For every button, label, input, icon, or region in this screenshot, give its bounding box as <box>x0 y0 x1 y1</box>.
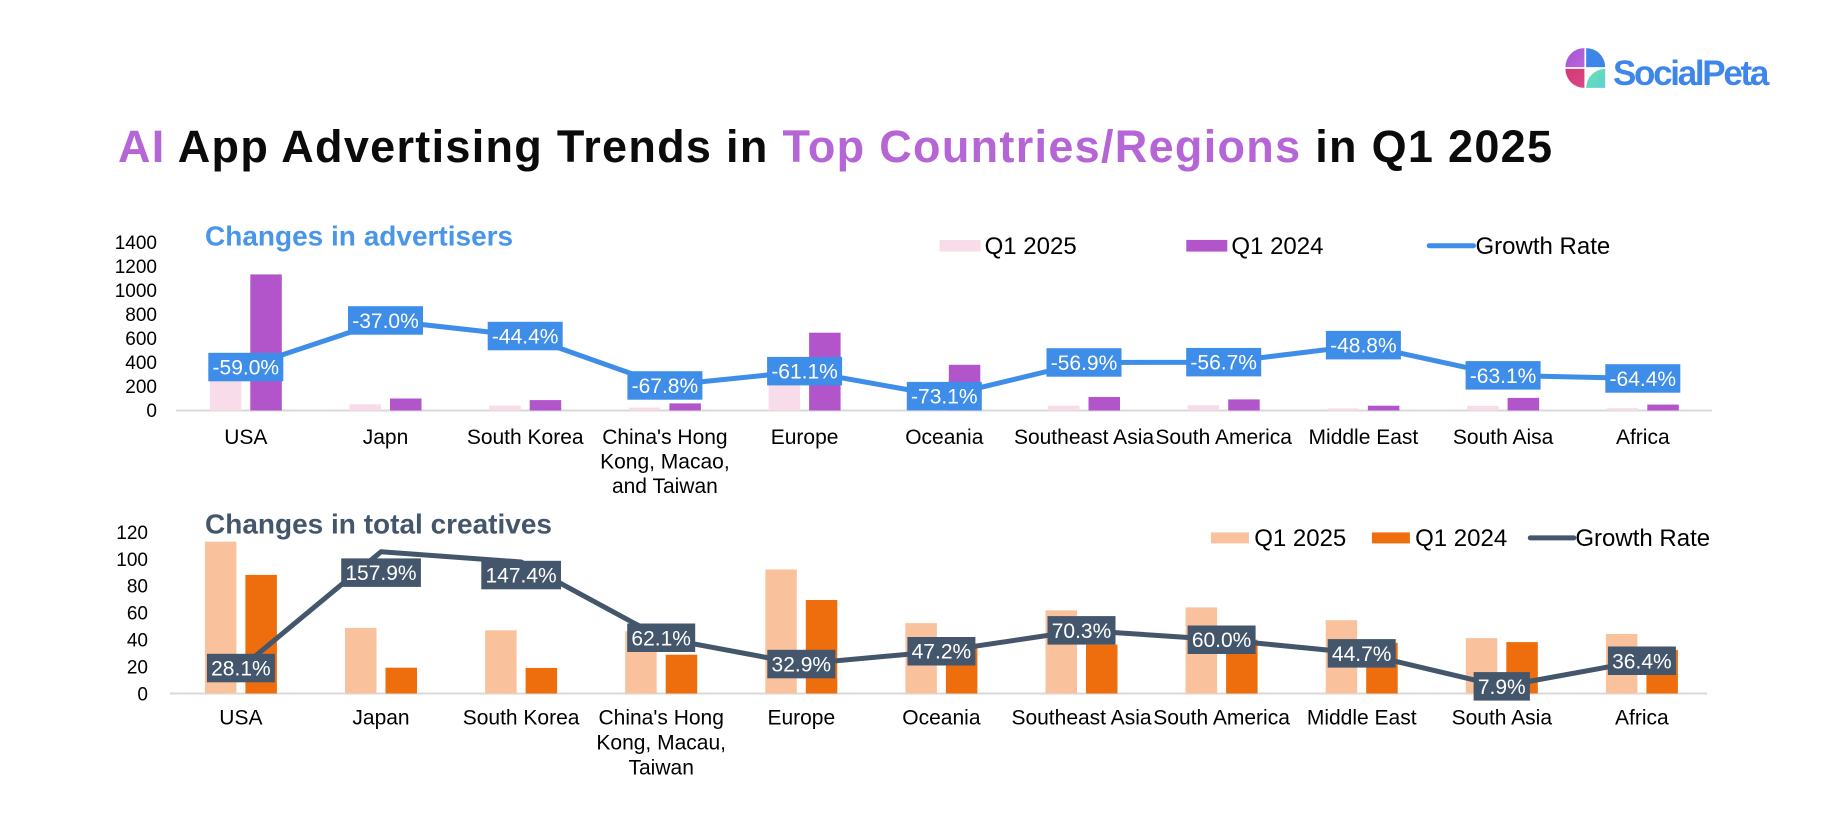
svg-text:Q1 2025: Q1 2025 <box>985 233 1077 260</box>
svg-text:60: 60 <box>127 604 148 625</box>
svg-text:60.0%: 60.0% <box>1192 629 1252 652</box>
svg-text:28.1%: 28.1% <box>211 658 271 681</box>
svg-text:Q1 2025: Q1 2025 <box>1254 525 1346 552</box>
svg-text:Europe: Europe <box>771 426 839 449</box>
svg-text:South Korea: South Korea <box>463 707 580 730</box>
svg-text:Middle East: Middle East <box>1307 707 1417 730</box>
svg-text:32.9%: 32.9% <box>772 654 832 677</box>
svg-text:47.2%: 47.2% <box>912 641 972 664</box>
svg-text:Europe: Europe <box>767 707 835 730</box>
svg-text:China's Hong: China's Hong <box>602 426 727 449</box>
svg-text:-56.9%: -56.9% <box>1051 352 1118 375</box>
svg-text:-59.0%: -59.0% <box>213 357 280 380</box>
svg-text:South Korea: South Korea <box>467 426 584 449</box>
svg-text:7.9%: 7.9% <box>1478 676 1526 699</box>
svg-text:400: 400 <box>125 353 157 374</box>
svg-text:China's Hong: China's Hong <box>598 707 723 730</box>
svg-text:40: 40 <box>127 631 148 652</box>
svg-text:600: 600 <box>125 329 157 350</box>
svg-text:Growth Rate: Growth Rate <box>1476 233 1611 260</box>
svg-text:South Asia: South Asia <box>1452 707 1553 730</box>
svg-text:Middle East: Middle East <box>1309 426 1419 449</box>
svg-text:AI App Advertising Trends in T: AI App Advertising Trends in Top Countri… <box>118 121 1553 172</box>
svg-text:Growth Rate: Growth Rate <box>1575 525 1710 552</box>
svg-text:Q1 2024: Q1 2024 <box>1415 525 1507 552</box>
svg-text:70.3%: 70.3% <box>1052 620 1112 643</box>
svg-text:Changes in total creatives: Changes in total creatives <box>205 509 552 540</box>
svg-text:100: 100 <box>116 550 148 571</box>
svg-text:-73.1%: -73.1% <box>911 386 978 409</box>
svg-text:0: 0 <box>137 684 148 705</box>
svg-text:20: 20 <box>127 657 148 678</box>
svg-text:44.7%: 44.7% <box>1332 643 1392 666</box>
svg-text:South Aisa: South Aisa <box>1453 426 1554 449</box>
svg-text:157.9%: 157.9% <box>345 562 416 585</box>
svg-text:1200: 1200 <box>115 257 157 278</box>
svg-text:USA: USA <box>224 426 267 449</box>
svg-text:-64.4%: -64.4% <box>1610 368 1677 391</box>
svg-text:Japn: Japn <box>363 426 409 449</box>
svg-text:South America: South America <box>1155 426 1292 449</box>
svg-text:-56.7%: -56.7% <box>1190 352 1257 375</box>
svg-text:-44.4%: -44.4% <box>492 326 559 349</box>
svg-text:Oceania: Oceania <box>905 426 984 449</box>
svg-text:200: 200 <box>125 377 157 398</box>
svg-text:Q1 2024: Q1 2024 <box>1231 233 1323 260</box>
svg-text:Southeast Asia: Southeast Asia <box>1011 707 1151 730</box>
svg-text:and Taiwan: and Taiwan <box>612 475 718 498</box>
svg-text:Japan: Japan <box>352 707 409 730</box>
svg-text:Africa: Africa <box>1616 426 1670 449</box>
svg-text:36.4%: 36.4% <box>1612 650 1672 673</box>
svg-text:800: 800 <box>125 305 157 326</box>
svg-text:Africa: Africa <box>1615 707 1669 730</box>
svg-text:SocialPeta: SocialPeta <box>1613 54 1770 93</box>
svg-text:1000: 1000 <box>115 281 157 302</box>
svg-text:-61.1%: -61.1% <box>771 361 838 384</box>
svg-text:Taiwan: Taiwan <box>629 757 694 780</box>
svg-text:USA: USA <box>219 707 262 730</box>
svg-text:Oceania: Oceania <box>902 707 981 730</box>
svg-text:0: 0 <box>146 401 157 422</box>
svg-text:South America: South America <box>1153 707 1290 730</box>
svg-text:-48.8%: -48.8% <box>1330 335 1397 358</box>
svg-text:Kong, Macao,: Kong, Macao, <box>600 451 730 474</box>
svg-text:1400: 1400 <box>115 233 157 254</box>
svg-text:120: 120 <box>116 523 148 544</box>
svg-text:-37.0%: -37.0% <box>352 310 419 333</box>
svg-text:Kong, Macau,: Kong, Macau, <box>596 732 726 755</box>
svg-text:80: 80 <box>127 577 148 598</box>
svg-text:-67.8%: -67.8% <box>632 375 699 398</box>
svg-text:147.4%: 147.4% <box>485 565 556 588</box>
svg-text:Changes in advertisers: Changes in advertisers <box>205 221 513 252</box>
svg-text:62.1%: 62.1% <box>631 627 691 650</box>
svg-text:-63.1%: -63.1% <box>1470 365 1537 388</box>
svg-text:Southeast Asia: Southeast Asia <box>1014 426 1154 449</box>
